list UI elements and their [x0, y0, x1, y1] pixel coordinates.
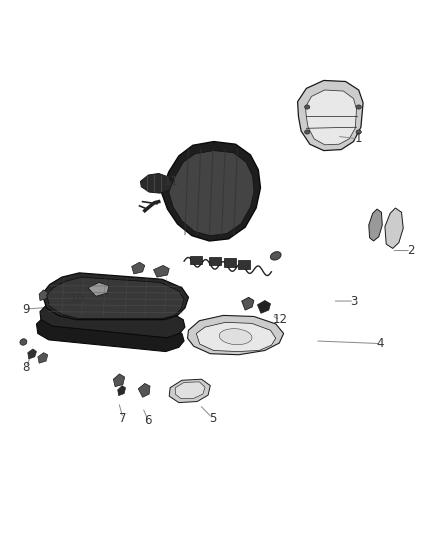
Text: 4: 4: [377, 337, 384, 350]
Polygon shape: [39, 290, 49, 301]
Ellipse shape: [356, 105, 361, 109]
Text: 5: 5: [209, 411, 216, 424]
Text: 12: 12: [272, 313, 288, 326]
Polygon shape: [297, 80, 363, 151]
Text: 3: 3: [351, 295, 358, 308]
Polygon shape: [258, 301, 271, 313]
Polygon shape: [242, 297, 254, 310]
Ellipse shape: [219, 329, 252, 345]
Polygon shape: [161, 142, 261, 241]
Text: 1: 1: [355, 132, 363, 146]
Polygon shape: [113, 374, 125, 386]
Ellipse shape: [92, 281, 98, 286]
Text: 2: 2: [407, 244, 415, 257]
Polygon shape: [36, 314, 184, 352]
Text: 11: 11: [163, 175, 178, 188]
Ellipse shape: [20, 339, 27, 345]
Polygon shape: [369, 209, 382, 241]
Ellipse shape: [356, 130, 361, 134]
Polygon shape: [305, 90, 357, 145]
Polygon shape: [153, 265, 169, 277]
Polygon shape: [138, 383, 150, 397]
Ellipse shape: [304, 105, 310, 109]
Text: 10: 10: [70, 292, 85, 305]
Polygon shape: [42, 273, 188, 320]
Polygon shape: [175, 382, 205, 398]
Text: 6: 6: [145, 414, 152, 427]
Ellipse shape: [304, 130, 310, 134]
Polygon shape: [38, 353, 48, 364]
Text: 9: 9: [22, 303, 30, 316]
Bar: [224, 258, 236, 266]
Polygon shape: [88, 282, 109, 296]
Text: 7: 7: [119, 411, 127, 424]
Polygon shape: [385, 208, 403, 248]
Bar: [238, 260, 251, 269]
Polygon shape: [187, 316, 284, 355]
Polygon shape: [40, 301, 185, 338]
Polygon shape: [169, 379, 210, 402]
Ellipse shape: [270, 252, 281, 260]
Polygon shape: [28, 349, 36, 359]
Text: 8: 8: [22, 361, 30, 374]
Bar: [208, 257, 221, 265]
Bar: [190, 256, 202, 264]
Polygon shape: [196, 322, 276, 352]
Polygon shape: [169, 151, 254, 236]
Polygon shape: [141, 173, 173, 193]
Polygon shape: [46, 277, 184, 319]
Polygon shape: [118, 385, 126, 395]
Polygon shape: [132, 262, 145, 274]
